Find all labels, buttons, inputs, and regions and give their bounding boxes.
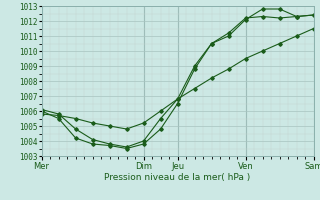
X-axis label: Pression niveau de la mer( hPa ): Pression niveau de la mer( hPa ) bbox=[104, 173, 251, 182]
